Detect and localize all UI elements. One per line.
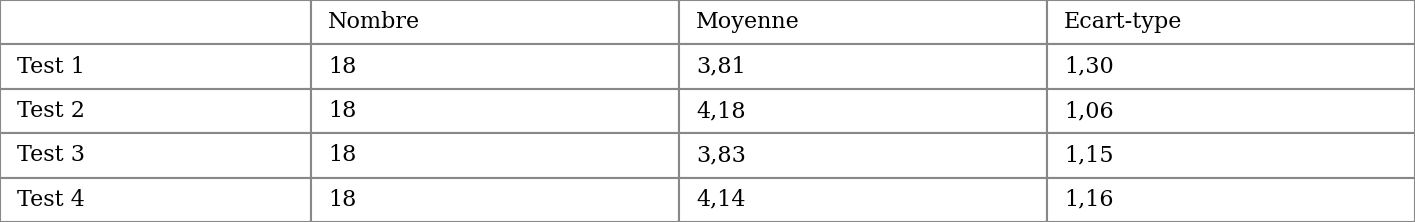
Bar [311, 178, 679, 222]
Text: 3,83: 3,83 [696, 144, 746, 166]
Text: 18: 18 [328, 56, 357, 78]
Text: Ecart-type: Ecart-type [1064, 11, 1183, 33]
Text: 1,16: 1,16 [1064, 189, 1114, 211]
Text: Nombre: Nombre [328, 11, 420, 33]
Text: Test 1: Test 1 [17, 56, 85, 78]
Bar [679, 178, 1047, 222]
Bar [1047, 178, 1415, 222]
Bar [679, 0, 1047, 44]
Bar [0, 89, 311, 133]
Text: 4,14: 4,14 [696, 189, 746, 211]
Bar [0, 133, 311, 178]
Text: 18: 18 [328, 144, 357, 166]
Bar [1047, 0, 1415, 44]
Text: 18: 18 [328, 189, 357, 211]
Bar [0, 0, 311, 44]
Bar [1047, 133, 1415, 178]
Text: Moyenne: Moyenne [696, 11, 799, 33]
Bar [1047, 89, 1415, 133]
Text: 18: 18 [328, 100, 357, 122]
Bar [311, 0, 679, 44]
Text: 4,18: 4,18 [696, 100, 746, 122]
Bar [679, 44, 1047, 89]
Text: 1,06: 1,06 [1064, 100, 1114, 122]
Bar [679, 133, 1047, 178]
Bar [311, 133, 679, 178]
Bar [0, 44, 311, 89]
Text: 1,15: 1,15 [1064, 144, 1114, 166]
Text: Test 2: Test 2 [17, 100, 85, 122]
Bar [1047, 44, 1415, 89]
Bar [311, 44, 679, 89]
Text: 1,30: 1,30 [1064, 56, 1114, 78]
Bar [311, 89, 679, 133]
Bar [679, 89, 1047, 133]
Text: Test 4: Test 4 [17, 189, 85, 211]
Text: Test 3: Test 3 [17, 144, 85, 166]
Bar [0, 178, 311, 222]
Text: 3,81: 3,81 [696, 56, 746, 78]
